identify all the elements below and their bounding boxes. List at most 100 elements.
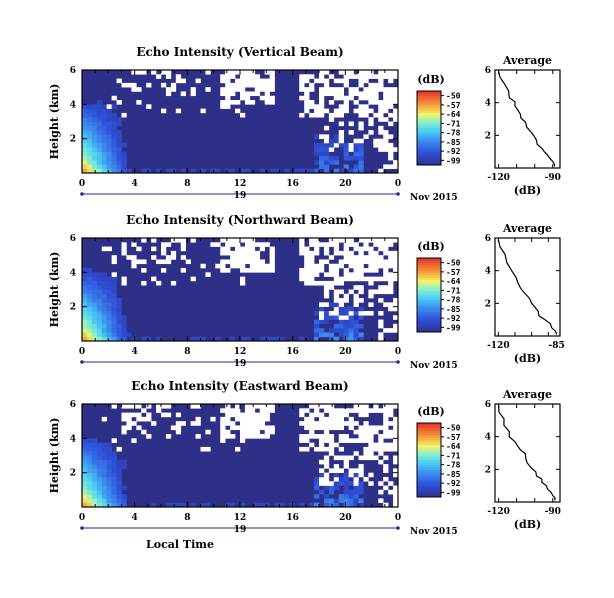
heatmap-cell — [101, 285, 107, 290]
colorbar-segment — [417, 128, 441, 131]
heatmap-gap-cell — [225, 95, 231, 101]
profile-line — [498, 71, 556, 167]
heatmap-gap-cell — [121, 242, 127, 247]
heatmap-gap-cell — [240, 438, 246, 443]
heatmap-gap-cell — [363, 408, 369, 413]
heatmap-cell — [106, 168, 112, 174]
heatmap-cell — [91, 481, 98, 486]
heatmap-cell — [111, 498, 117, 504]
heatmap-cell — [86, 285, 93, 290]
colorbar-segment — [417, 460, 441, 463]
y-tick-label: 2 — [70, 135, 76, 145]
heatmap-gap-cell — [378, 117, 384, 122]
heatmap-cell — [91, 108, 98, 114]
heatmap-cell — [353, 323, 359, 329]
heatmap-cell — [82, 108, 88, 114]
heatmap-gap-cell — [254, 416, 261, 422]
heatmap-cell — [86, 289, 93, 295]
heatmap-cell — [96, 289, 103, 295]
day-label: 19 — [234, 191, 247, 201]
heatmap-gap-cell — [319, 78, 325, 84]
x-tick-label: 0 — [395, 513, 401, 523]
heatmap-gap-cell — [373, 138, 379, 144]
heatmap-gap-cell — [378, 104, 384, 109]
heatmap-gap-cell — [254, 74, 261, 79]
heatmap-gap-cell — [151, 238, 157, 243]
heatmap-cell — [314, 147, 320, 152]
heatmap-cell — [333, 336, 340, 342]
heatmap-gap-cell — [353, 268, 359, 273]
heatmap-gap-cell — [101, 416, 107, 422]
colorbar-segment — [417, 317, 441, 321]
colorbar-segment — [417, 123, 441, 126]
colorbar-segment — [417, 125, 441, 129]
colorbar-tick-label: -64 — [446, 277, 461, 286]
heatmap-panel — [80, 403, 400, 530]
heatmap-gap-cell — [254, 404, 261, 409]
heatmap-gap-cell — [378, 78, 384, 84]
colorbar-tick-label: -57 — [446, 268, 461, 277]
heatmap-gap-cell — [304, 425, 310, 431]
heatmap-gap-cell — [358, 82, 364, 88]
colorbar-tick-label: -78 — [446, 129, 461, 138]
x-tick-label: 0 — [395, 179, 401, 189]
heatmap-cell — [106, 332, 112, 338]
heatmap-cell — [106, 464, 112, 469]
heatmap-gap-cell — [378, 332, 384, 338]
heatmap-gap-cell — [363, 412, 369, 418]
heatmap-gap-cell — [388, 238, 394, 243]
colorbar-segment — [417, 492, 441, 495]
heatmap-gap-cell — [348, 70, 354, 75]
colorbar-tick-label: -85 — [446, 470, 461, 479]
heatmap-gap-cell — [319, 438, 325, 443]
heatmap-cell — [348, 319, 354, 325]
heatmap-cell — [91, 121, 98, 127]
heatmap-gap-cell — [220, 425, 226, 431]
heatmap-gap-cell — [180, 255, 186, 260]
heatmap-gap-cell — [353, 263, 359, 269]
heatmap-gap-cell — [388, 404, 394, 409]
heatmap-cell — [116, 332, 122, 338]
heatmap-gap-cell — [323, 134, 330, 139]
colorbar-unit-label: (dB) — [417, 405, 444, 418]
heatmap-gap-cell — [333, 289, 340, 295]
heatmap-cell — [82, 310, 88, 316]
heatmap-cell — [274, 168, 280, 174]
heatmap-cell — [86, 489, 93, 495]
heatmap-gap-cell — [378, 336, 384, 342]
heatmap-gap-cell — [319, 302, 325, 307]
heatmap-cell — [91, 451, 98, 456]
heatmap-cell — [358, 160, 364, 165]
heatmap-gap-cell — [323, 416, 330, 422]
colorbar-segment — [417, 160, 441, 163]
heatmap-cell — [343, 155, 349, 161]
heatmap-gap-cell — [363, 87, 369, 92]
heatmap-cell — [328, 302, 335, 307]
heatmap-gap-cell — [240, 429, 246, 435]
colorbar-segment — [417, 93, 441, 97]
heatmap-gap-cell — [220, 104, 226, 109]
heatmap-gap-cell — [378, 87, 384, 92]
heatmap-gap-cell — [240, 74, 246, 79]
heatmap-gap-cell — [269, 268, 275, 273]
heatmap-gap-cell — [220, 408, 226, 413]
heatmap-gap-cell — [363, 238, 369, 243]
heatmap-gap-cell — [180, 242, 186, 247]
heatmap-gap-cell — [235, 412, 241, 418]
heatmap-gap-cell — [304, 268, 310, 273]
heatmap-gap-cell — [126, 412, 132, 418]
heatmap-gap-cell — [328, 421, 335, 426]
heatmap-gap-cell — [175, 74, 182, 79]
heatmap-gap-cell — [323, 78, 330, 84]
heatmap-cell — [343, 164, 349, 170]
heatmap-gap-cell — [348, 91, 354, 97]
heatmap-gap-cell — [249, 250, 256, 256]
heatmap-gap-cell — [363, 95, 369, 101]
heatmap-gap-cell — [220, 268, 226, 273]
heatmap-cell — [333, 485, 340, 491]
heatmap-gap-cell — [215, 263, 221, 269]
heatmap-gap-cell — [131, 70, 137, 75]
heatmap-gap-cell — [299, 446, 305, 452]
heatmap-cell — [96, 298, 103, 303]
heatmap-gap-cell — [141, 280, 147, 286]
